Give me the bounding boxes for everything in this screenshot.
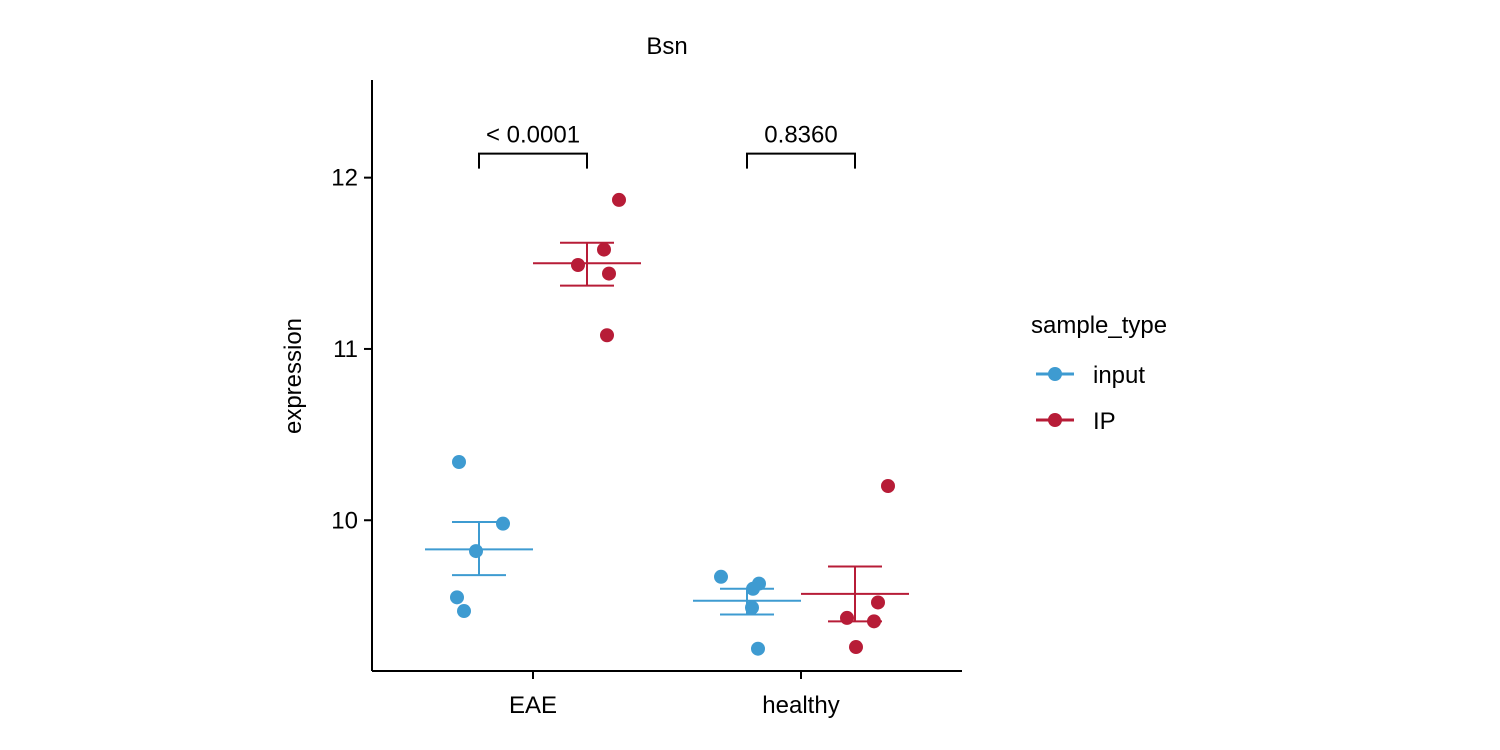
- data-point: [751, 641, 765, 656]
- data-point: [746, 581, 760, 596]
- y-tick-label: 12: [331, 165, 358, 192]
- p-value-label: < 0.0001: [486, 122, 580, 149]
- data-point: [602, 266, 616, 281]
- data-point: [597, 242, 611, 257]
- x-tick-label: EAE: [509, 692, 557, 719]
- data-point: [867, 614, 881, 629]
- plot-marks: [425, 192, 909, 656]
- facet-title: Bsn: [646, 33, 687, 60]
- data-point: [745, 600, 759, 615]
- data-point: [457, 604, 471, 619]
- legend-label-input: input: [1093, 362, 1145, 389]
- data-point: [881, 478, 895, 493]
- significance-bracket: [478, 152, 588, 169]
- axes: 10 11 12 EAE healthy: [331, 80, 962, 719]
- data-point: [469, 544, 483, 559]
- data-point: [849, 640, 863, 655]
- series-input: [425, 455, 801, 656]
- significance-annotations: < 0.0001 0.8360: [478, 122, 856, 169]
- x-tick-label: healthy: [762, 692, 839, 719]
- data-point: [571, 258, 585, 273]
- y-axis-title: expression: [280, 318, 307, 434]
- data-point: [714, 569, 728, 584]
- data-point: [600, 328, 614, 343]
- y-tick-label: 11: [333, 336, 358, 363]
- legend-label-ip: IP: [1093, 408, 1116, 435]
- legend-title: sample_type: [1031, 312, 1167, 339]
- data-point: [452, 455, 466, 470]
- legend-key-point: [1048, 413, 1062, 427]
- legend-key-point: [1048, 367, 1062, 381]
- data-point: [496, 516, 510, 531]
- y-tick-label: 10: [331, 507, 358, 534]
- series-IP: [533, 192, 909, 655]
- significance-bracket: [746, 152, 856, 169]
- data-point: [612, 192, 626, 207]
- data-point: [840, 610, 854, 625]
- data-point: [450, 590, 464, 605]
- data-point: [871, 595, 885, 610]
- p-value-label: 0.8360: [764, 122, 837, 149]
